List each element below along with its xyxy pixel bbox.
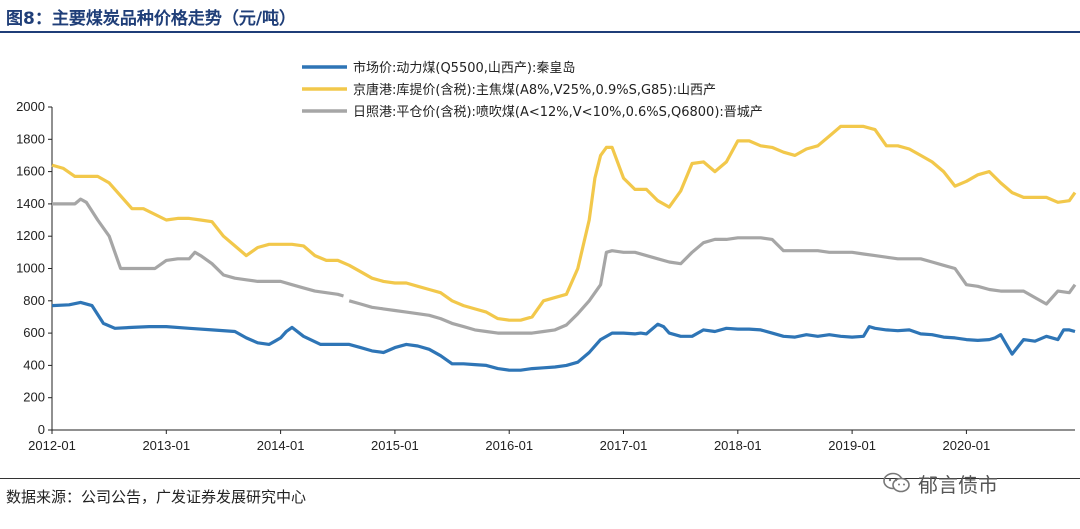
series-line-1 <box>51 300 1076 372</box>
x-tick-label: 2013-01 <box>142 438 190 453</box>
x-tick-label: 2012-01 <box>28 438 76 453</box>
y-tick-label: 1800 <box>16 131 45 146</box>
figure-title: 图8：主要煤炭品种价格走势（元/吨） <box>6 9 297 29</box>
y-tick-label: 800 <box>23 293 45 308</box>
title-rule <box>0 31 1080 33</box>
watermark-text: 郁言债市 <box>918 472 998 497</box>
line-chart: 0 200 400 600 800 1000 1200 1400 1600 1800 2000 201… <box>16 60 1077 453</box>
y-tick-label: 1000 <box>16 261 45 276</box>
watermark: 郁言债市 <box>882 470 998 497</box>
y-tick-label: 1600 <box>16 164 45 179</box>
legend-label-2: 京唐港:库提价(含税):主焦煤(A8%,V25%,0.9%S,G85):山西产 <box>353 82 716 98</box>
y-tick-label: 400 <box>23 357 45 372</box>
x-tick-label: 2018-01 <box>714 438 762 453</box>
y-tick-label: 0 <box>38 422 45 437</box>
y-tick-label: 200 <box>23 390 45 405</box>
legend-label-3: 日照港:平仓价(含税):喷吹煤(A<12%,V<10%,0.6%S,Q6800)… <box>353 104 763 120</box>
x-tick-label: 2017-01 <box>600 438 648 453</box>
series-line-3-segment-2 <box>348 236 1077 335</box>
y-tick-label: 1200 <box>16 228 45 243</box>
series-line-2 <box>51 124 1077 322</box>
source-note: 数据来源：公司公告，广发证券发展研究中心 <box>6 488 307 506</box>
wechat-icon <box>883 472 910 493</box>
x-tick-label: 2016-01 <box>485 438 533 453</box>
y-tick-label: 1400 <box>16 196 45 211</box>
y-tick-label: 600 <box>23 325 45 340</box>
bottom-rule <box>0 478 1080 479</box>
x-tick-label: 2014-01 <box>257 438 305 453</box>
series-line-3 <box>52 197 344 298</box>
x-tick-label: 2015-01 <box>371 438 419 453</box>
y-tick-label: 2000 <box>16 99 45 114</box>
x-tick-label: 2020-01 <box>943 438 991 453</box>
x-tick-label: 2019-01 <box>828 438 876 453</box>
legend-label-1: 市场价:动力煤(Q5500,山西产):秦皇岛 <box>353 60 575 76</box>
